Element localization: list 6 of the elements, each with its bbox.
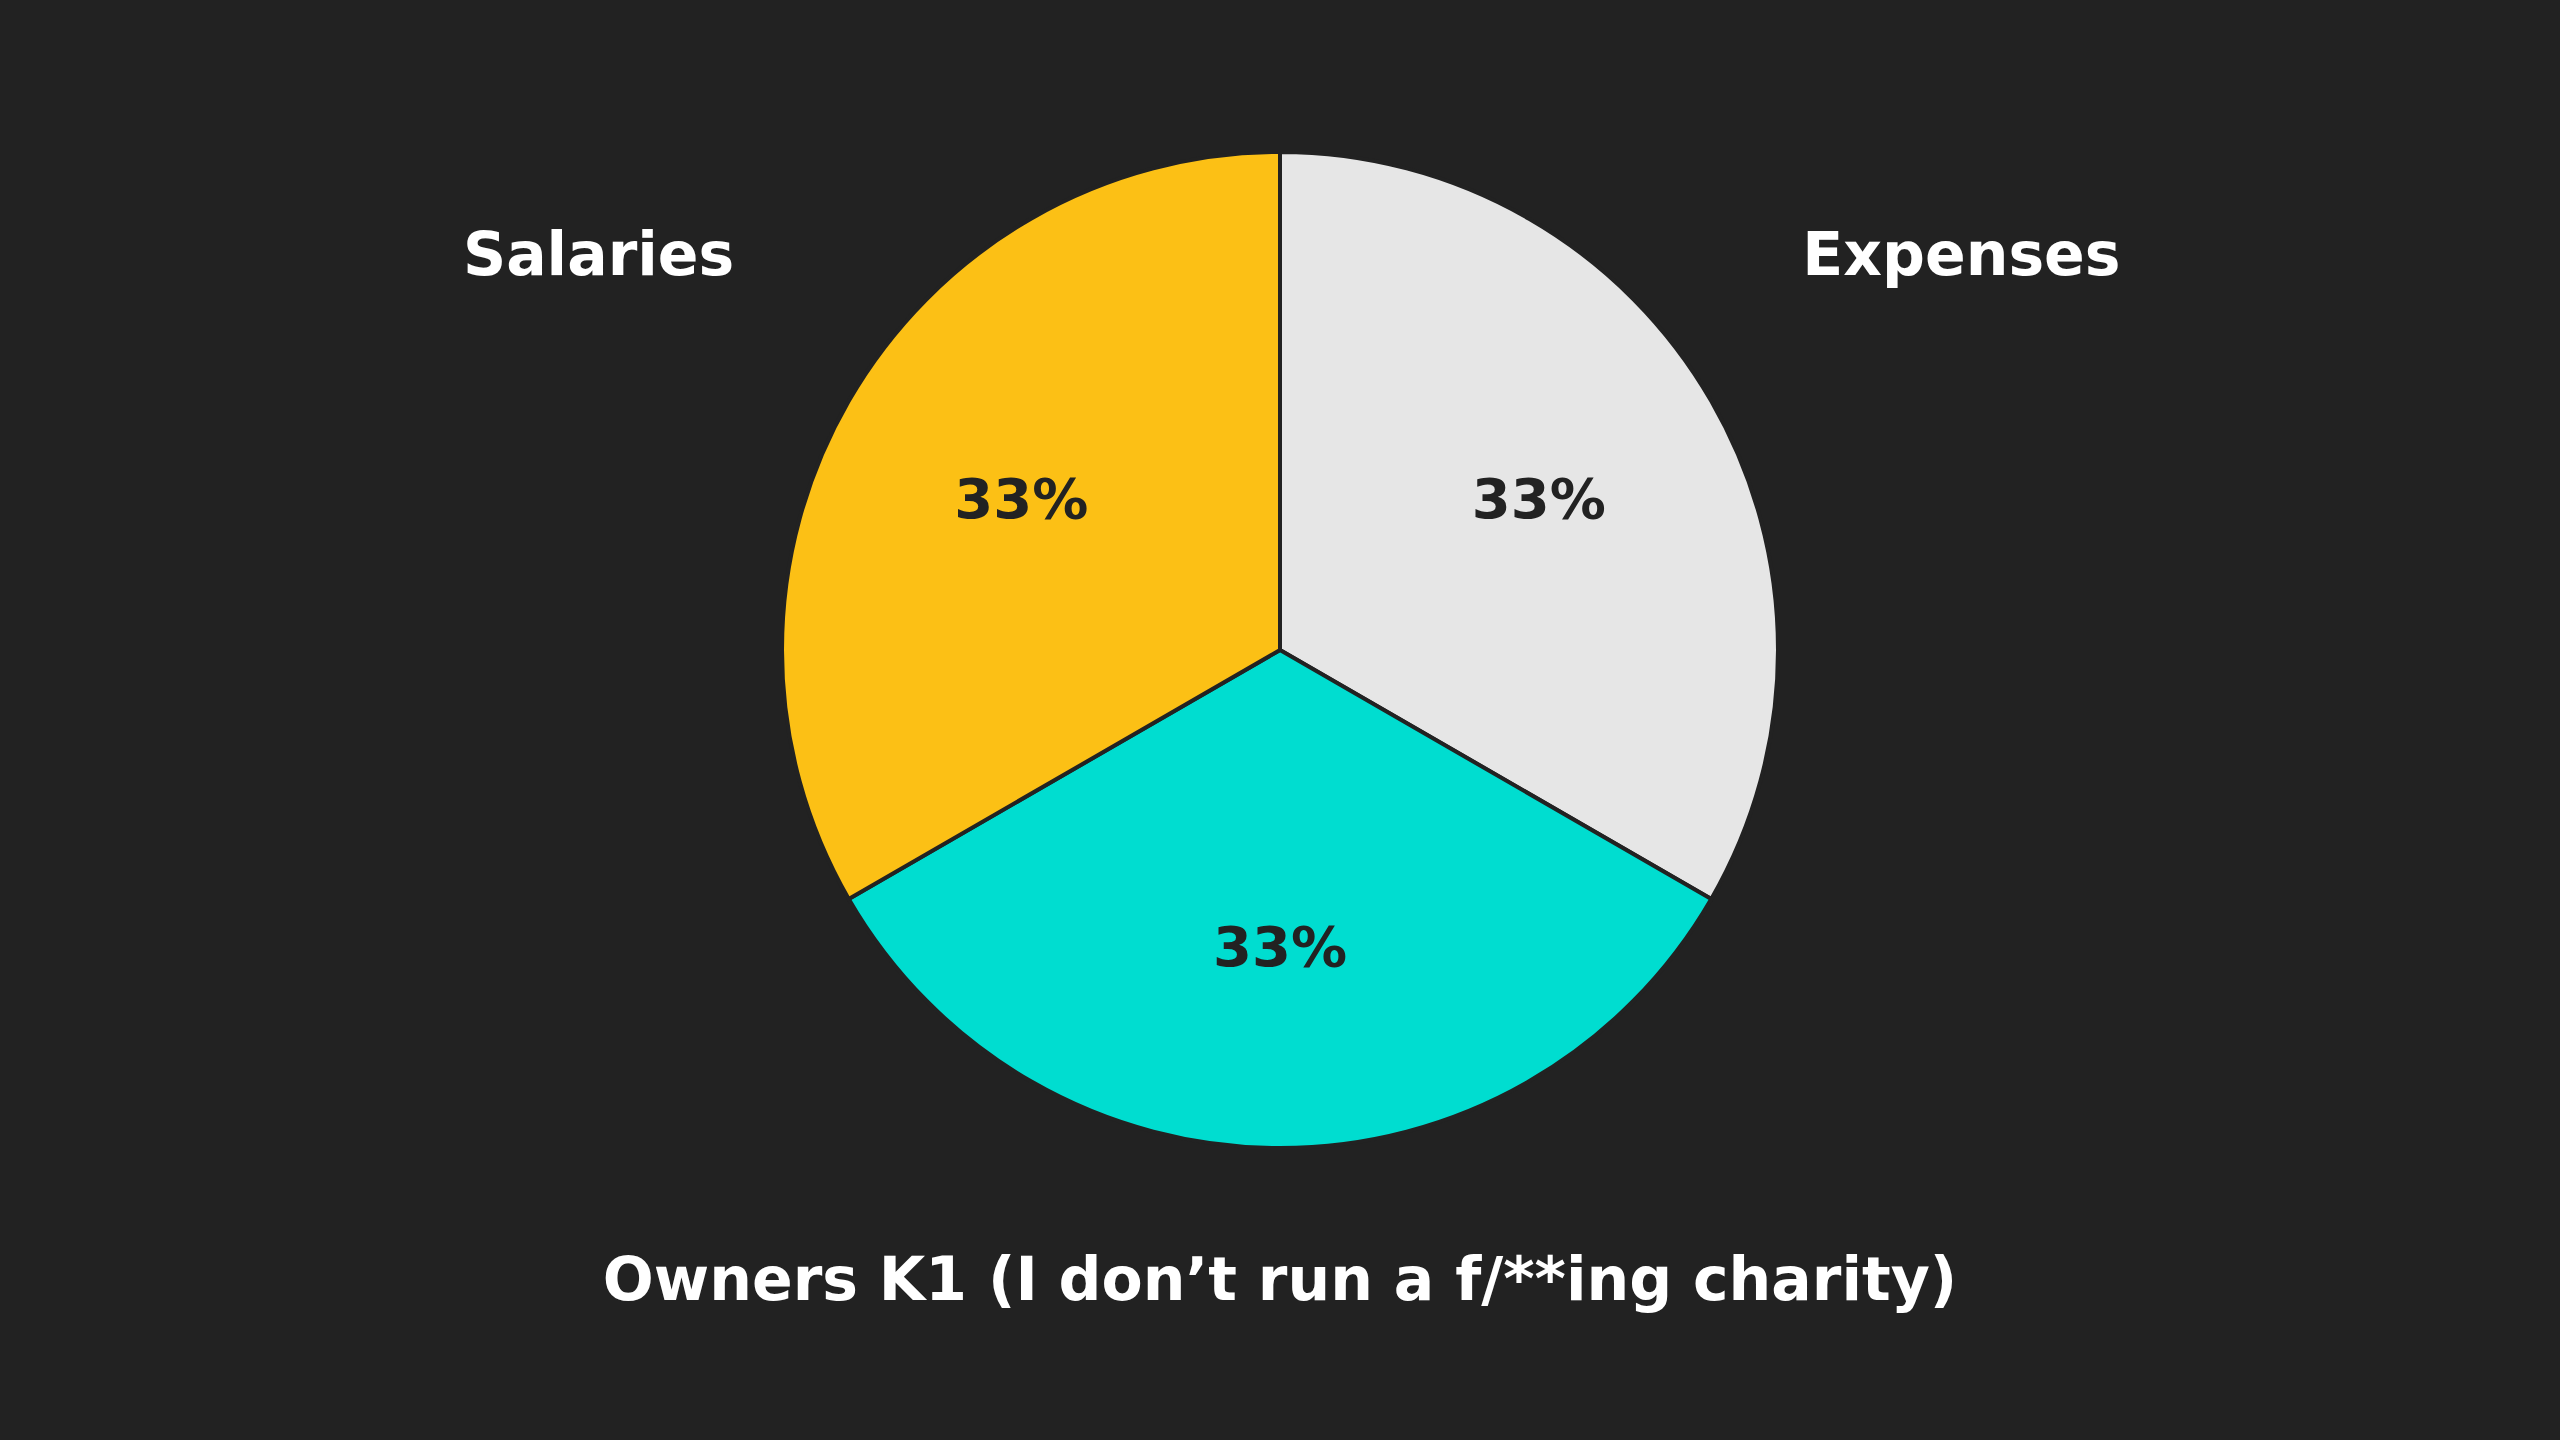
- data-label: 33%: [1212, 913, 1348, 979]
- slice-label: Salaries: [462, 218, 735, 289]
- data-label: 33%: [1471, 465, 1606, 531]
- slice-label: Owners K1 (I don’t run a f/**ing charity): [602, 1244, 1958, 1315]
- data-label: 33%: [954, 465, 1089, 531]
- slice-label: Expenses: [1802, 218, 2121, 289]
